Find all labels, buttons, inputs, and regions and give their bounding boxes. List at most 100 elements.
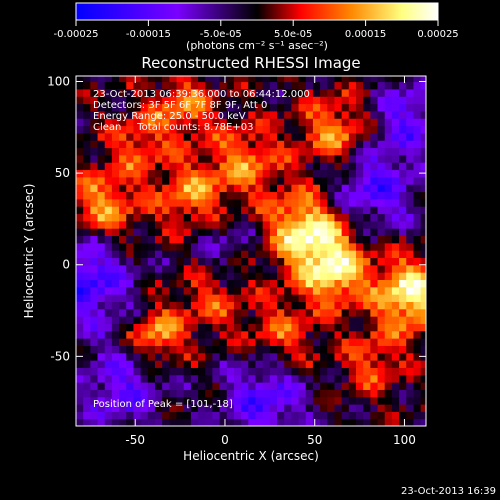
heatmap-cell: [413, 169, 422, 178]
heatmap-cell: [226, 330, 235, 339]
heatmap-cell: [226, 228, 235, 237]
heatmap-cell: [298, 360, 307, 368]
heatmap-cell: [291, 264, 300, 273]
heatmap-cell: [341, 272, 350, 281]
heatmap-cell: [111, 132, 120, 141]
heatmap-cell: [154, 382, 163, 390]
heatmap-cell: [399, 206, 407, 215]
heatmap-cell: [356, 286, 364, 295]
heatmap-cell: [233, 279, 242, 288]
heatmap-cell: [212, 286, 221, 295]
heatmap-cell: [269, 360, 278, 368]
heatmap-cell: [226, 323, 235, 332]
heatmap-cell: [312, 96, 321, 105]
heatmap-cell: [255, 404, 264, 412]
heatmap-cell: [162, 404, 170, 412]
heatmap-cell: [233, 345, 242, 354]
heatmap-cell: [147, 257, 156, 266]
heatmap-cell: [320, 294, 328, 302]
heatmap-cell: [97, 352, 106, 361]
heatmap-cell: [420, 176, 426, 185]
heatmap-cell: [169, 330, 178, 339]
heatmap-cell: [269, 294, 278, 302]
heatmap-cell: [133, 389, 142, 398]
heatmap-cell: [341, 360, 350, 368]
heatmap-cell: [391, 352, 400, 361]
heatmap-cell: [198, 184, 206, 193]
heatmap-cell: [190, 140, 199, 149]
heatmap-cell: [104, 338, 113, 346]
heatmap-cell: [154, 264, 163, 273]
heatmap-cell: [226, 176, 235, 185]
heatmap-cell: [399, 374, 407, 383]
heatmap-cell: [391, 184, 400, 193]
heatmap-cell: [111, 169, 120, 178]
heatmap-cell: [76, 184, 84, 193]
heatmap-cell: [334, 206, 343, 215]
heatmap-cell: [219, 272, 228, 281]
heatmap-cell: [348, 294, 357, 302]
heatmap-cell: [284, 345, 292, 354]
heatmap-cell: [305, 367, 314, 376]
heatmap-cell: [219, 228, 228, 237]
heatmap-cell: [126, 235, 135, 244]
heatmap-cell: [176, 345, 185, 354]
heatmap-cell: [262, 169, 271, 178]
heatmap-cell: [356, 389, 364, 398]
heatmap-cell: [312, 264, 321, 273]
heatmap-cell: [183, 220, 192, 229]
heatmap-cell: [212, 404, 221, 412]
heatmap-cell: [233, 389, 242, 398]
heatmap-cell: [320, 191, 328, 200]
heatmap-cell: [348, 360, 357, 368]
heatmap-cell: [198, 389, 206, 398]
heatmap-cell: [140, 382, 149, 390]
heatmap-cell: [97, 389, 106, 398]
heatmap-cell: [111, 411, 120, 420]
heatmap-cell: [363, 257, 371, 266]
heatmap-cell: [420, 220, 426, 229]
heatmap-cell: [312, 198, 321, 207]
annotation-time-range: 23-Oct-2013 06:39:36.000 to 06:44:12.000: [93, 89, 310, 100]
heatmap-cell: [284, 81, 292, 90]
heatmap-cell: [406, 404, 415, 412]
heatmap-cell: [255, 360, 264, 368]
heatmap-cell: [277, 206, 285, 215]
heatmap-cell: [226, 352, 235, 361]
heatmap-cell: [363, 147, 371, 156]
heatmap-cell: [76, 345, 84, 354]
heatmap-cell: [183, 264, 192, 273]
heatmap-cell: [413, 345, 422, 354]
heatmap-cell: [140, 396, 149, 405]
heatmap-cell: [305, 118, 314, 127]
heatmap-cell: [248, 396, 257, 405]
heatmap-cell: [90, 162, 99, 171]
heatmap-cell: [262, 382, 271, 390]
heatmap-cell: [327, 389, 336, 398]
heatmap-cell: [413, 338, 422, 346]
heatmap-cell: [406, 140, 415, 149]
heatmap-cell: [248, 176, 257, 185]
heatmap-cell: [406, 184, 415, 193]
heatmap-cell: [284, 206, 292, 215]
heatmap-cell: [190, 96, 199, 105]
heatmap-cell: [183, 191, 192, 200]
heatmap-cell: [76, 103, 84, 112]
heatmap-cell: [190, 176, 199, 185]
heatmap-cell: [119, 316, 127, 324]
heatmap-cell: [413, 125, 422, 134]
heatmap-cell: [190, 418, 199, 426]
heatmap-cell: [154, 140, 163, 149]
heatmap-cell: [183, 162, 192, 171]
heatmap-cell: [262, 140, 271, 149]
heatmap-cell: [183, 389, 192, 398]
heatmap-cell: [154, 338, 163, 346]
heatmap-cell: [291, 191, 300, 200]
heatmap-cell: [370, 147, 379, 156]
heatmap-cell: [241, 396, 249, 405]
heatmap-cell: [119, 272, 127, 281]
heatmap-cell: [277, 76, 285, 83]
heatmap-cell: [140, 279, 149, 288]
heatmap-cell: [205, 338, 214, 346]
heatmap-cell: [327, 242, 336, 251]
